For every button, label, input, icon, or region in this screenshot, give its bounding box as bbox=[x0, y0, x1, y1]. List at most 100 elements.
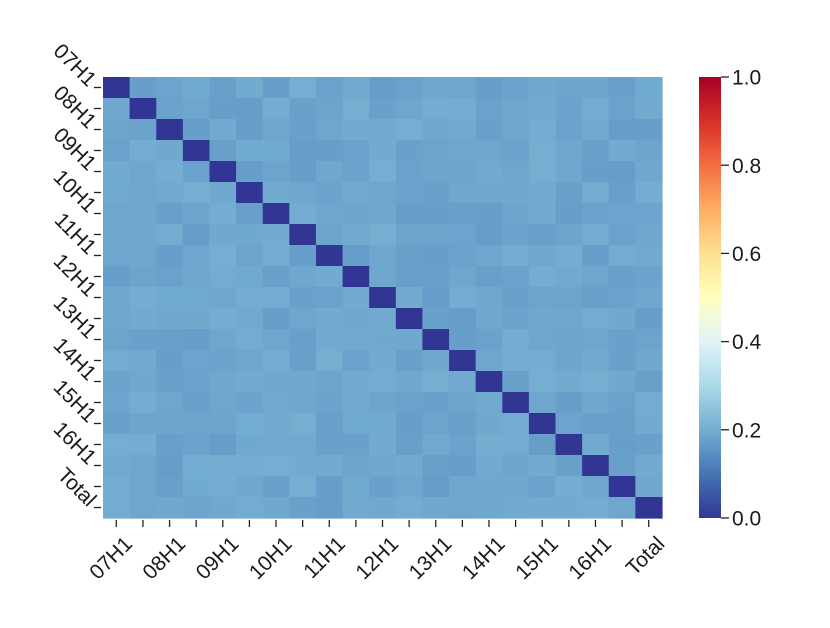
heatmap-cell bbox=[103, 455, 131, 477]
heatmap-cell bbox=[262, 371, 290, 393]
heatmap-cell bbox=[262, 182, 290, 204]
colorbar-tick-label: 1.0 bbox=[732, 67, 761, 90]
heatmap-cell bbox=[315, 371, 344, 393]
heatmap-cell bbox=[315, 203, 344, 225]
heatmap-cell bbox=[315, 497, 344, 519]
heatmap-cell bbox=[262, 392, 290, 414]
heatmap-cell bbox=[342, 287, 370, 309]
heatmap-cell bbox=[129, 77, 157, 99]
heatmap-cell bbox=[182, 245, 211, 267]
heatmap-cell bbox=[289, 119, 317, 141]
heatmap-cell bbox=[315, 98, 344, 120]
heatmap-cell bbox=[103, 182, 131, 204]
heatmap-cell bbox=[315, 392, 344, 414]
heatmap-cell bbox=[103, 497, 131, 519]
heatmap-cell bbox=[156, 350, 184, 372]
heatmap-cell bbox=[182, 266, 211, 288]
heatmap-cell bbox=[449, 350, 477, 372]
heatmap-cell bbox=[528, 350, 557, 372]
heatmap-cell bbox=[209, 392, 237, 414]
heatmap-cell bbox=[528, 266, 557, 288]
heatmap-cell bbox=[422, 329, 450, 351]
heatmap-cell bbox=[369, 266, 397, 288]
heatmap-cell bbox=[582, 140, 610, 162]
heatmap-cell bbox=[262, 119, 290, 141]
heatmap-cell bbox=[236, 476, 264, 498]
heatmap-cell bbox=[289, 98, 317, 120]
heatmap-cell bbox=[236, 392, 264, 414]
heatmap-cell bbox=[236, 266, 264, 288]
heatmap-cell bbox=[395, 161, 424, 183]
heatmap-cell bbox=[475, 182, 503, 204]
heatmap-cell bbox=[635, 476, 663, 498]
heatmap-cell bbox=[635, 455, 663, 477]
heatmap-cell bbox=[289, 182, 317, 204]
heatmap-cell bbox=[608, 455, 636, 477]
heatmap-cell bbox=[528, 140, 557, 162]
y-tick-label: 08H1 bbox=[49, 81, 101, 133]
heatmap-cell bbox=[129, 497, 157, 519]
heatmap-cell bbox=[315, 182, 344, 204]
y-tick-label: 09H1 bbox=[49, 123, 101, 175]
heatmap-cell bbox=[129, 350, 157, 372]
heatmap-cell bbox=[342, 245, 370, 267]
heatmap-cell bbox=[156, 371, 184, 393]
heatmap-cell bbox=[422, 413, 450, 435]
heatmap-cell bbox=[129, 371, 157, 393]
heatmap-cell bbox=[555, 392, 583, 414]
heatmap-cell bbox=[129, 308, 157, 330]
heatmap-cell bbox=[236, 329, 264, 351]
heatmap-cell bbox=[635, 245, 663, 267]
heatmap-cell bbox=[315, 476, 344, 498]
heatmap-cell bbox=[156, 476, 184, 498]
heatmap-cell bbox=[156, 266, 184, 288]
heatmap-cell bbox=[315, 413, 344, 435]
heatmap-cell bbox=[236, 497, 264, 519]
heatmap-cell bbox=[262, 98, 290, 120]
heatmap-cell bbox=[422, 266, 450, 288]
heatmap-cell bbox=[262, 434, 290, 456]
heatmap-cell bbox=[528, 413, 557, 435]
heatmap-cell bbox=[395, 476, 424, 498]
heatmap-cell bbox=[528, 161, 557, 183]
x-tick-label: 10H1 bbox=[245, 532, 297, 584]
x-tick-label: 07H1 bbox=[85, 532, 137, 584]
heatmap-cell bbox=[555, 203, 583, 225]
heatmap-cell bbox=[369, 140, 397, 162]
heatmap-cell bbox=[635, 413, 663, 435]
heatmap-cell bbox=[236, 98, 264, 120]
heatmap-cell bbox=[209, 182, 237, 204]
heatmap-cell bbox=[555, 140, 583, 162]
heatmap-cell bbox=[369, 413, 397, 435]
heatmap-cell bbox=[395, 371, 424, 393]
heatmap-cell bbox=[475, 455, 503, 477]
heatmap-cell bbox=[315, 329, 344, 351]
heatmap-cell bbox=[608, 77, 636, 99]
heatmap-cell bbox=[209, 203, 237, 225]
heatmap-cell bbox=[449, 413, 477, 435]
heatmap-cell bbox=[555, 434, 583, 456]
heatmap-cell bbox=[209, 350, 237, 372]
heatmap-cell bbox=[502, 329, 530, 351]
heatmap-cell bbox=[608, 287, 636, 309]
heatmap-cell bbox=[635, 392, 663, 414]
heatmap-cell bbox=[555, 497, 583, 519]
heatmap-cell bbox=[236, 287, 264, 309]
heatmap-cell bbox=[555, 413, 583, 435]
heatmap-cell bbox=[635, 140, 663, 162]
heatmap-cell bbox=[182, 161, 211, 183]
heatmap-cell bbox=[289, 203, 317, 225]
heatmap-cell bbox=[422, 308, 450, 330]
heatmap-cell bbox=[528, 245, 557, 267]
heatmap-cell bbox=[342, 497, 370, 519]
heatmap-cell bbox=[528, 371, 557, 393]
heatmap-cell bbox=[502, 245, 530, 267]
heatmap-cell bbox=[182, 308, 211, 330]
y-tick-label: 11H1 bbox=[50, 209, 101, 260]
heatmap-cell bbox=[395, 182, 424, 204]
heatmap-cell bbox=[528, 224, 557, 246]
heatmap-cell bbox=[502, 119, 530, 141]
heatmap-cell bbox=[369, 371, 397, 393]
heatmap-cell bbox=[475, 434, 503, 456]
heatmap-cell bbox=[422, 224, 450, 246]
